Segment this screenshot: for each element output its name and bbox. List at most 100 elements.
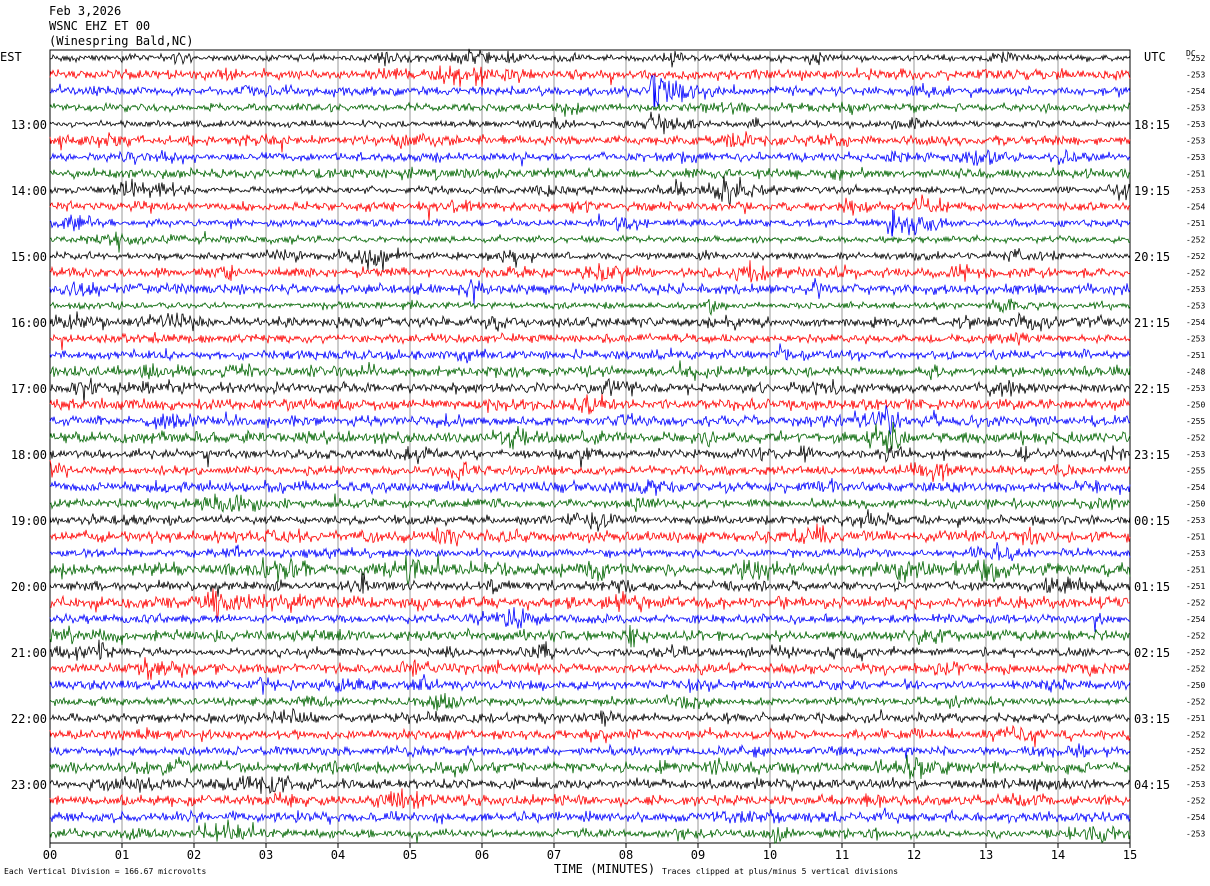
trace-line-47 (49, 819, 1131, 844)
x-tick-label: 14 (1051, 848, 1065, 862)
right-hour-label: 03:15 (1134, 712, 1170, 726)
x-tick-label: 10 (763, 848, 777, 862)
trace-line-4 (49, 111, 1131, 135)
trace-line-21 (49, 394, 1131, 415)
trace-line-28 (49, 509, 1131, 532)
x-tick-label: 04 (331, 848, 345, 862)
trace-line-18 (49, 343, 1131, 364)
dc-offset-label: -251 (1186, 566, 1205, 575)
dc-offset-label: -251 (1186, 582, 1205, 591)
x-tick-label: 13 (979, 848, 993, 862)
clip-note: Traces clipped at plus/minus 5 vertical … (662, 867, 899, 876)
x-tick-label: 15 (1123, 848, 1137, 862)
right-hour-label: 21:15 (1134, 316, 1170, 330)
x-axis-title: TIME (MINUTES) (554, 862, 656, 876)
dc-offset-label: -252 (1186, 434, 1205, 443)
x-tick-label: 09 (691, 848, 705, 862)
trace-line-34 (49, 607, 1131, 633)
right-hour-label: 20:15 (1134, 250, 1170, 264)
trace-line-6 (49, 148, 1131, 167)
dc-offset-label: -253 (1186, 285, 1205, 294)
trace-line-33 (49, 588, 1131, 619)
trace-line-30 (49, 542, 1131, 562)
x-tick-label: 05 (403, 848, 417, 862)
dc-offset-label: -253 (1186, 186, 1205, 195)
x-tick-label: 00 (43, 848, 57, 862)
trace-line-11 (49, 230, 1131, 253)
dc-offset-label: -254 (1186, 203, 1205, 212)
dc-offset-label: -254 (1186, 318, 1205, 327)
trace-line-27 (49, 493, 1131, 513)
trace-line-46 (49, 807, 1131, 825)
trace-line-45 (49, 788, 1131, 809)
dc-offset-label: -253 (1186, 137, 1205, 146)
trace-line-39 (49, 692, 1131, 711)
trace-line-42 (49, 743, 1131, 759)
trace-line-3 (49, 101, 1131, 117)
dc-offset-label: -251 (1186, 533, 1205, 542)
dc-offset-label: -253 (1186, 71, 1205, 80)
trace-line-26 (49, 478, 1131, 496)
dc-offset-label: -253 (1186, 104, 1205, 113)
trace-line-25 (49, 460, 1131, 482)
trace-line-20 (49, 377, 1131, 404)
dc-offset-label: -251 (1186, 714, 1205, 723)
dc-offset-label: -253 (1186, 830, 1205, 839)
dc-offset-label: -252 (1186, 269, 1205, 278)
dc-offset-label: -253 (1186, 549, 1205, 558)
dc-offset-header: DC (1186, 49, 1196, 58)
station-code: WSNC EHZ ET 00 (49, 19, 151, 33)
dc-offset-label: -254 (1186, 87, 1205, 96)
dc-offset-label: -253 (1186, 120, 1205, 129)
trace-line-24 (49, 445, 1131, 469)
trace-line-23 (49, 421, 1131, 454)
left-hour-label: 15:00 (11, 250, 47, 264)
left-hour-label: 17:00 (11, 382, 47, 396)
plot-grid (49, 49, 1131, 848)
dc-offset-label: -252 (1186, 764, 1205, 773)
dc-offset-label: -255 (1186, 467, 1205, 476)
dc-offset-label: -250 (1186, 500, 1205, 509)
left-hour-label: 16:00 (11, 316, 47, 330)
trace-line-40 (49, 707, 1131, 727)
trace-line-29 (49, 523, 1131, 547)
trace-line-35 (49, 624, 1131, 648)
right-hour-label: 22:15 (1134, 382, 1170, 396)
trace-line-15 (49, 298, 1131, 316)
x-tick-label: 07 (547, 848, 561, 862)
trace-line-0 (49, 48, 1131, 68)
scale-note: Each Vertical Division = 166.67 microvol… (4, 867, 207, 876)
dc-offset-label: -253 (1186, 153, 1205, 162)
dc-offset-label: -248 (1186, 368, 1205, 377)
trace-line-19 (49, 360, 1131, 381)
dc-offset-label: -254 (1186, 813, 1205, 822)
dc-offset-label: -253 (1186, 384, 1205, 393)
dc-offset-label: -252 (1186, 632, 1205, 641)
x-tick-label: 12 (907, 848, 921, 862)
dc-offset-label: -253 (1186, 335, 1205, 344)
dc-offset-label: -252 (1186, 747, 1205, 756)
trace-line-13 (49, 260, 1131, 284)
left-timezone-label: EST (0, 50, 22, 64)
trace-line-31 (49, 553, 1131, 586)
trace-line-1 (49, 65, 1131, 87)
record-date: Feb 3,2026 (49, 4, 122, 18)
dc-offset-label: -253 (1186, 302, 1205, 311)
trace-line-12 (49, 247, 1131, 272)
trace-line-41 (49, 724, 1131, 748)
trace-line-9 (49, 194, 1131, 221)
trace-line-17 (49, 331, 1131, 351)
trace-line-44 (49, 774, 1131, 794)
left-hour-label: 23:00 (11, 778, 47, 792)
x-tick-label: 08 (619, 848, 633, 862)
trace-line-22 (49, 405, 1131, 437)
right-hour-label: 00:15 (1134, 514, 1170, 528)
trace-line-37 (49, 657, 1131, 680)
dc-offset-label: -254 (1186, 615, 1205, 624)
left-hour-label: 18:00 (11, 448, 47, 462)
right-hour-label: 23:15 (1134, 448, 1170, 462)
x-tick-label: 06 (475, 848, 489, 862)
dc-offset-label: -252 (1186, 599, 1205, 608)
dc-offset-label: -251 (1186, 351, 1205, 360)
trace-line-32 (49, 571, 1131, 597)
